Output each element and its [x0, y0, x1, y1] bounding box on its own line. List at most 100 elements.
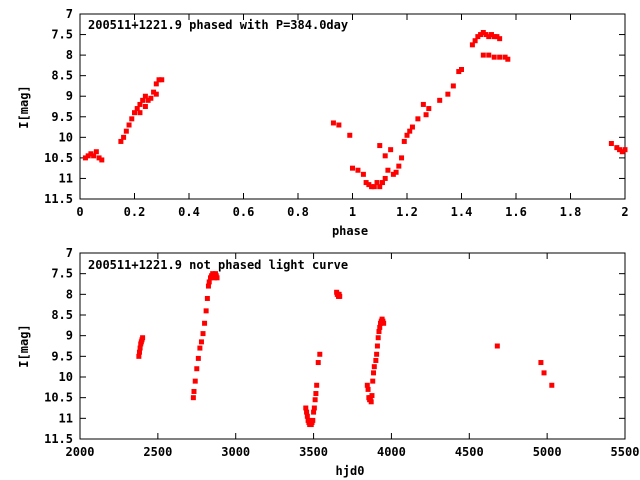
- data-point: [396, 163, 402, 169]
- data-point: [614, 145, 620, 151]
- x-tick-label: 5500: [611, 445, 640, 459]
- data-point: [153, 91, 159, 97]
- x-tick-label: 2500: [143, 445, 172, 459]
- data-point: [371, 184, 377, 190]
- y-tick-label: 7.5: [51, 267, 73, 281]
- data-point: [370, 378, 376, 384]
- data-point: [497, 36, 503, 42]
- data-point: [374, 351, 380, 357]
- data-point: [445, 91, 451, 97]
- y-tick-label: 10.5: [44, 151, 73, 165]
- data-point: [142, 93, 148, 99]
- y-tick-labels: 7 7.5 8 8.5 9 9.5 10 10.5 11 11.5: [44, 246, 73, 446]
- data-point: [483, 32, 489, 38]
- data-point: [198, 339, 204, 345]
- data-point: [415, 116, 421, 122]
- data-point: [459, 67, 464, 72]
- data-point: [88, 151, 94, 157]
- data-point: [491, 54, 497, 60]
- data-point: [617, 147, 623, 153]
- data-point: [350, 165, 355, 171]
- data-point: [132, 110, 137, 116]
- data-point: [93, 149, 99, 155]
- y-tick-label: 11: [59, 171, 73, 185]
- data-point: [191, 388, 197, 394]
- data-point: [303, 405, 309, 411]
- data-point: [137, 110, 143, 116]
- data-point: [409, 124, 415, 130]
- x-tick-label: 0.8: [287, 205, 309, 219]
- data-point: [123, 128, 129, 134]
- axis-ticks: [79, 252, 626, 440]
- x-tick-label: 0.6: [233, 205, 255, 219]
- phased-light-curve-panel: 0 0.2 0.4 0.6 0.8 1 1.2 1.4 1.6 1.8 2 7 7.5 8 8.5 9 9.5…: [17, 7, 629, 238]
- data-point: [480, 30, 486, 35]
- y-tick-label: 7: [66, 246, 73, 260]
- data-point: [371, 370, 377, 376]
- data-point: [140, 97, 146, 103]
- data-point: [126, 122, 132, 128]
- x-tick-labels: 2000 2500 3000 3500 4000 4500 5000 5500: [66, 445, 640, 459]
- x-tick-label: 2000: [66, 445, 95, 459]
- data-point: [347, 132, 353, 138]
- y-tick-label: 10: [59, 130, 73, 144]
- data-point: [313, 391, 319, 397]
- data-point: [312, 397, 318, 403]
- y-tick-label: 10.5: [44, 391, 73, 405]
- data-point: [488, 32, 494, 38]
- x-tick-label: 0: [76, 205, 83, 219]
- x-tick-label: 1: [349, 205, 356, 219]
- data-point: [401, 138, 407, 144]
- data-point: [382, 153, 388, 159]
- data-point: [486, 52, 492, 58]
- data-point: [202, 320, 208, 326]
- data-point: [137, 101, 143, 107]
- data-point: [480, 52, 486, 58]
- data-point: [140, 335, 146, 341]
- y-tick-label: 11.5: [44, 432, 73, 446]
- data-point: [206, 279, 212, 285]
- data-point: [96, 155, 102, 161]
- data-point: [379, 180, 385, 186]
- x-tick-labels: 0 0.2 0.4 0.6 0.8 1 1.2 1.4 1.6 1.8 2: [76, 205, 628, 219]
- data-point: [82, 155, 88, 161]
- data-point: [148, 95, 154, 101]
- data-point: [404, 132, 410, 138]
- plot-frame: [79, 13, 626, 200]
- data-point: [118, 138, 124, 144]
- y-tick-label: 8: [66, 48, 73, 62]
- data-point: [310, 417, 316, 423]
- data-point: [151, 89, 157, 95]
- y-tick-labels: 7 7.5 8 8.5 9 9.5 10 10.5 11 11.5: [44, 7, 73, 206]
- data-point: [388, 147, 394, 153]
- data-point: [390, 171, 396, 177]
- data-point: [142, 104, 148, 109]
- data-point: [369, 393, 375, 399]
- data-point: [423, 112, 429, 118]
- x-tick-label: 1.6: [505, 205, 527, 219]
- x-tick-label: 0.2: [124, 205, 146, 219]
- data-point: [204, 295, 210, 301]
- data-points: [82, 30, 628, 190]
- data-point: [197, 345, 203, 351]
- data-point: [366, 182, 372, 188]
- data-point: [203, 308, 209, 314]
- y-tick-label: 8: [66, 287, 73, 301]
- data-points: [136, 271, 555, 428]
- data-point: [369, 184, 375, 190]
- data-point: [195, 355, 201, 361]
- data-point: [91, 153, 97, 159]
- data-point: [121, 134, 127, 140]
- data-point: [619, 149, 625, 155]
- plot-frame: [79, 252, 626, 440]
- data-point: [407, 128, 413, 134]
- data-point: [365, 386, 371, 392]
- data-point: [608, 141, 614, 146]
- data-point: [505, 56, 511, 62]
- y-tick-label: 7: [66, 7, 73, 21]
- data-point: [304, 413, 310, 419]
- data-point: [377, 143, 383, 149]
- x-tick-label: 1.4: [451, 205, 473, 219]
- y-tick-label: 9: [66, 89, 73, 103]
- data-point: [190, 395, 196, 401]
